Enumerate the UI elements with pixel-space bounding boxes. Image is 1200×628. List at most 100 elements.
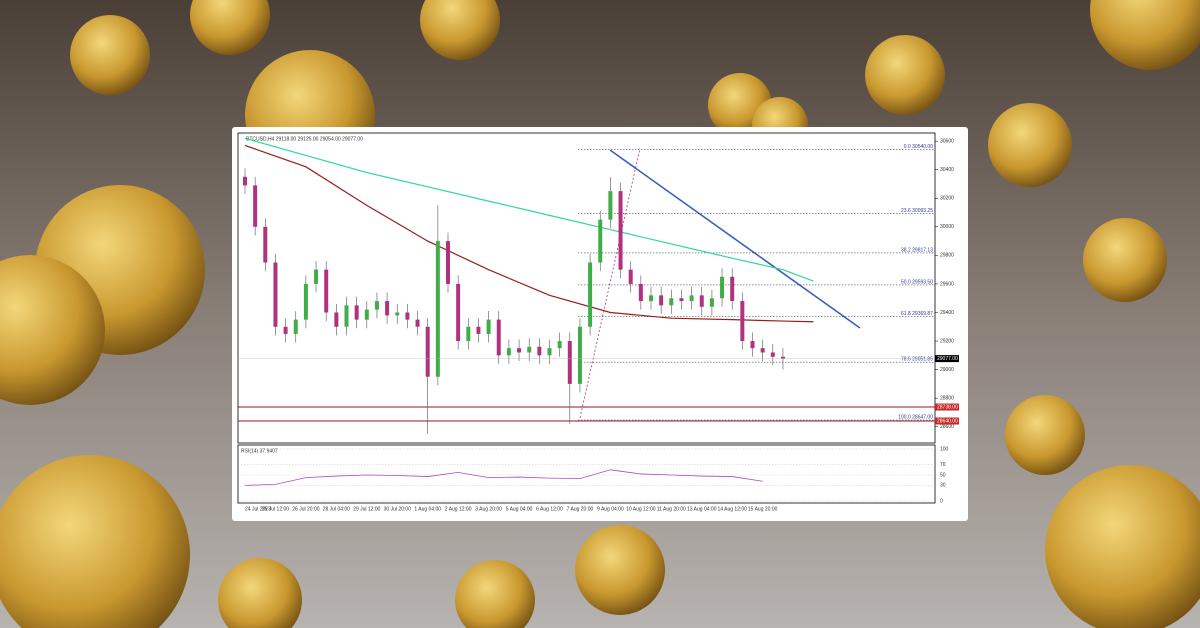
x-tick-label: 25 Jul 12:00	[262, 506, 289, 512]
candle-body	[517, 348, 522, 353]
candle-body	[638, 283, 643, 302]
candle-body	[760, 348, 765, 353]
h-line-tag	[935, 417, 959, 425]
y-tick-label: 28600	[940, 424, 954, 430]
chart-card	[232, 127, 968, 521]
y-tick-label: 30200	[940, 196, 954, 202]
candle-body	[689, 295, 694, 302]
candle-body	[415, 319, 420, 327]
candle-body	[588, 262, 593, 327]
x-tick-label: 3 Aug 20:00	[475, 506, 502, 512]
x-tick-label: 6 Aug 12:00	[536, 506, 563, 512]
y-tick-label: 30600	[940, 138, 954, 144]
h-line-label: 28738.00	[937, 404, 958, 410]
candle-body	[730, 276, 735, 302]
candle-body	[770, 352, 775, 357]
candle-body	[598, 219, 603, 263]
candle-body	[314, 269, 319, 284]
candle-body	[334, 312, 339, 327]
candle-body	[709, 298, 714, 307]
candle-body	[446, 241, 450, 284]
candle-body	[385, 301, 390, 316]
candle-body	[649, 295, 653, 302]
candle-body	[253, 185, 258, 227]
rsi-line	[244, 469, 763, 486]
rsi-tick-label: 0	[940, 498, 943, 504]
candle-body	[324, 269, 329, 313]
candle-body	[425, 326, 430, 377]
candle-body	[740, 301, 745, 342]
y-tick-label: 29000	[940, 367, 954, 373]
y-tick-label: 29800	[940, 253, 954, 259]
fib-label: 78.6 29051.85	[901, 357, 933, 363]
candle-body	[344, 305, 349, 327]
rsi-pane	[237, 444, 936, 504]
y-tick-label: 29200	[940, 338, 954, 344]
candle-body	[364, 309, 369, 320]
candle-body	[669, 298, 674, 306]
candle-body	[577, 326, 582, 384]
candle-body	[537, 346, 542, 356]
candle-body	[466, 326, 471, 342]
x-tick-label: 1 Aug 04:00	[414, 506, 441, 512]
last-price-label: 29077.00	[937, 356, 958, 362]
candle-body	[496, 319, 501, 356]
rsi-tick-label: 50	[940, 472, 946, 478]
candle-body	[720, 276, 725, 299]
y-tick-label: 30400	[940, 167, 954, 173]
candle-body	[456, 283, 461, 342]
x-tick-label: 14 Aug 12:00	[717, 506, 747, 512]
candle-body	[567, 341, 572, 384]
y-tick-label: 28800	[940, 395, 954, 401]
h-line-label: 28640.00	[937, 418, 958, 424]
rsi-tick-label: 30	[940, 483, 946, 489]
candle-body	[293, 319, 298, 334]
candle-body	[699, 295, 704, 307]
h-line-tag	[935, 403, 959, 411]
rsi-title: RSI(14) 37.9407	[241, 448, 278, 454]
moving-average	[244, 137, 814, 282]
candle-body	[780, 356, 785, 359]
candle-body	[283, 326, 288, 334]
price-pane	[237, 132, 936, 444]
x-tick-label: 24 Jul 2023	[245, 506, 271, 512]
candle-body	[557, 341, 562, 349]
candle-body	[750, 341, 755, 349]
trend-line	[609, 149, 861, 329]
fib-label: 0.0 30540.00	[904, 144, 933, 150]
candle-body	[405, 312, 410, 320]
candle-body	[506, 348, 511, 356]
fib-label: 100.0 28647.00	[898, 414, 933, 420]
x-tick-label: 11 Aug 20:00	[657, 506, 686, 512]
x-tick-label: 28 Jul 04:00	[323, 506, 350, 512]
rsi-tick-label: 100	[940, 446, 949, 452]
candle-body	[476, 326, 481, 334]
candle-body	[374, 301, 379, 310]
last-price-tag	[935, 355, 959, 363]
candle-body	[263, 226, 268, 263]
x-tick-label: 10 Aug 12:00	[626, 506, 656, 512]
candle-body	[354, 305, 359, 320]
x-tick-label: 2 Aug 12:00	[445, 506, 472, 512]
candle-body	[679, 298, 684, 302]
chart-title: BTCUSD,H4 29118.00 29125.00 29054.00 290…	[246, 136, 363, 142]
candle-body	[608, 191, 613, 220]
y-tick-label: 29600	[940, 281, 954, 287]
candle-body	[618, 191, 623, 270]
rsi-tick-label: 70	[940, 462, 946, 468]
x-tick-label: 9 Aug 04:00	[597, 506, 624, 512]
candle-body	[395, 312, 400, 316]
x-tick-label: 15 Aug 20:00	[748, 506, 778, 512]
moving-average	[244, 144, 814, 323]
candle-body	[547, 348, 552, 356]
candle-body	[273, 262, 278, 327]
y-tick-label: 30000	[940, 224, 954, 230]
candle-body	[435, 241, 440, 377]
fib-label: 38.2 29817.13	[901, 247, 933, 253]
x-tick-label: 7 Aug 20:00	[567, 506, 594, 512]
x-tick-label: 29 Jul 12:00	[353, 506, 380, 512]
x-tick-label: 26 Jul 20:00	[292, 506, 319, 512]
fib-label: 23.6 30093.25	[901, 208, 933, 214]
